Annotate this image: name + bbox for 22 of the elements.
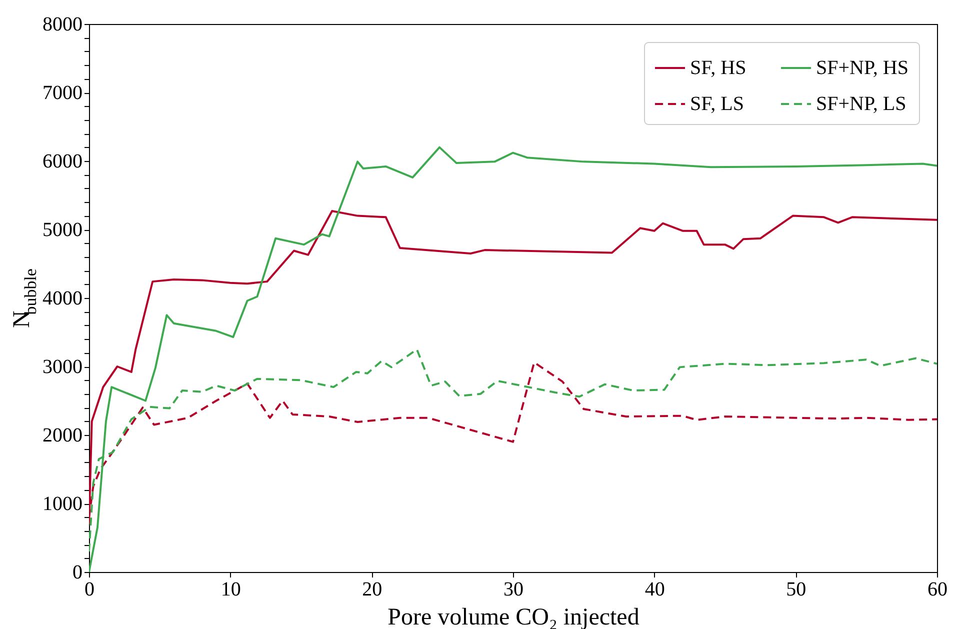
y-tick-label: 5000 <box>42 219 82 241</box>
y-tick-label: 4000 <box>42 288 82 310</box>
line-series <box>89 146 937 572</box>
legend-label: SF, HS <box>690 57 746 79</box>
y-tick-label: 6000 <box>42 150 82 172</box>
y-tick-label: 3000 <box>42 356 82 378</box>
y-tick-label: 2000 <box>42 424 82 446</box>
x-tick-label: 60 <box>928 578 948 600</box>
legend-label: SF, LS <box>690 93 744 115</box>
y-tick-label: 7000 <box>42 82 82 104</box>
y-axis-title: Nbubble <box>9 268 40 328</box>
x-tick-label: 40 <box>644 578 665 600</box>
legend-label: SF+NP, LS <box>816 93 906 115</box>
y-tick-label: 0 <box>72 562 82 584</box>
y-tick-label: 8000 <box>42 14 82 36</box>
x-tick-label: 20 <box>362 578 382 600</box>
x-tick-label: 30 <box>504 578 524 600</box>
x-tick-label: 50 <box>786 578 806 600</box>
line-series <box>89 210 937 526</box>
x-tick-label: 10 <box>220 578 241 600</box>
y-tick-label: 1000 <box>42 493 82 515</box>
legend-label: SF+NP, HS <box>816 57 908 79</box>
